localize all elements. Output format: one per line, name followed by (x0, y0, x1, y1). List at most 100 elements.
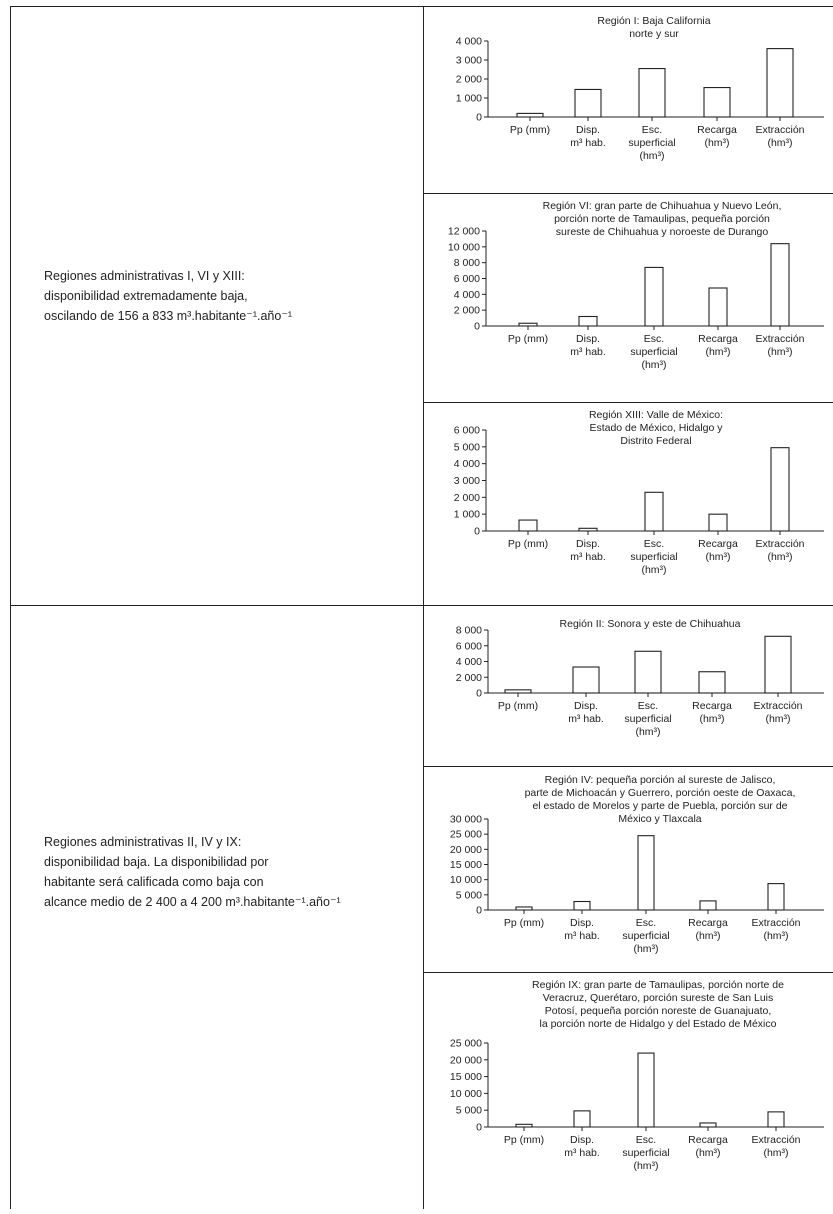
chart-title-line: la porción norte de Hidalgo y del Estado… (540, 1018, 777, 1030)
row-1-line-2: disponibilidad extremadamente baja, (44, 289, 248, 303)
x-tick-label-line: (hm³) (699, 713, 724, 725)
x-tick-label-line: Recarga (697, 124, 737, 136)
bar (637, 835, 655, 911)
bar (767, 1111, 785, 1128)
bar (578, 527, 598, 532)
x-tick-label: Disp. m³ hab. (568, 700, 604, 725)
bar (578, 315, 598, 327)
row-2-line-2: disponibilidad baja. La disponibilidad p… (44, 855, 269, 869)
bar (767, 883, 785, 911)
x-tick-label-line: Esc. (644, 538, 664, 550)
chart-title-line: porción norte de Tamaulipas, pequeña por… (554, 213, 770, 225)
x-tick-label-line: m³ hab. (570, 137, 606, 149)
x-tick-label: Recarga (hm³) (688, 1134, 728, 1159)
row-divider (10, 605, 833, 606)
y-tick-label: 2 000 (456, 672, 482, 684)
x-tick-label: Extracción (hm³) (751, 1134, 800, 1159)
bar (699, 1122, 717, 1128)
x-tick-label-line: Extracción (751, 917, 800, 929)
y-tick-label: 10 000 (450, 1088, 482, 1100)
bar (644, 491, 664, 532)
x-tick-label: Esc. superficial (hm³) (630, 538, 677, 576)
bar (638, 67, 666, 118)
y-tick-label: 4 000 (456, 656, 482, 668)
x-tick-label: Disp. m³ hab. (570, 538, 606, 563)
x-tick-label-line: (hm³) (641, 564, 666, 576)
x-tick-label: Recarga (hm³) (692, 700, 732, 725)
x-tick-label: Disp. m³ hab. (564, 1134, 600, 1159)
table-left-border (10, 6, 11, 1209)
x-tick-label: Pp (mm) (508, 333, 548, 345)
row-2-description: Regiones administrativas II, IV y IX: di… (44, 832, 419, 912)
y-tick-label: 15 000 (450, 859, 482, 871)
y-tick-label: 0 (474, 321, 480, 333)
chart-title: Región VI: gran parte de Chihuahua y Nue… (543, 200, 782, 238)
x-tick-label-line: Extracción (753, 700, 802, 712)
x-tick-label-line: Disp. (574, 700, 598, 712)
chart-region-vi: Región VI: gran parte de Chihuahua y Nue… (424, 194, 833, 402)
x-tick-label-line: Disp. (576, 124, 600, 136)
bar (518, 519, 538, 532)
x-tick-label: Recarga (hm³) (698, 538, 738, 563)
y-tick-label: 30 000 (450, 814, 482, 826)
x-tick-label-line: superficial (624, 713, 671, 725)
bar (708, 513, 728, 532)
y-tick-label: 8 000 (454, 257, 480, 269)
x-tick-label-line: Extracción (755, 124, 804, 136)
chart-svg: Región XIII: Valle de México: Estado de M… (454, 409, 824, 576)
x-tick-label-line: Pp (mm) (498, 700, 538, 712)
chart-divider-3 (423, 766, 833, 767)
x-tick-label-line: (hm³) (635, 726, 660, 738)
y-tick-label: 4 000 (454, 289, 480, 301)
y-tick-label: 2 000 (454, 492, 480, 504)
x-tick-label-line: superficial (622, 930, 669, 942)
x-tick-label-line: (hm³) (765, 713, 790, 725)
chart-region-i: Región I: Baja California norte y sur 0 1 0… (424, 7, 833, 193)
bar (573, 900, 591, 911)
x-tick-label: Extracción (hm³) (755, 538, 804, 563)
bar (770, 447, 790, 532)
x-tick-label: Disp. m³ hab. (570, 333, 606, 358)
chart-title-line: parte de Michoacán y Guerrero, porción o… (525, 787, 796, 799)
x-tick-label-line: (hm³) (705, 346, 730, 358)
x-tick-label-line: superficial (628, 137, 675, 149)
x-tick-label: Disp. m³ hab. (570, 124, 606, 149)
y-tick-label: 0 (476, 688, 482, 700)
chart-svg: Región IX: gran parte de Tamaulipas, por… (450, 979, 824, 1172)
x-tick-label-line: m³ hab. (570, 346, 606, 358)
x-tick-label: Recarga (hm³) (698, 333, 738, 358)
chart-title: Región I: Baja California norte y sur (597, 15, 710, 40)
x-tick-label-line: Recarga (698, 333, 738, 345)
x-tick-label-line: Recarga (688, 917, 728, 929)
row-2-line-3: habitante será calificada como baja con (44, 875, 264, 889)
chart-title-line: Región I: Baja California (597, 15, 710, 27)
chart-region-xiii: Región XIII: Valle de México: Estado de M… (424, 403, 833, 605)
column-divider (423, 6, 424, 1209)
y-tick-label: 1 000 (454, 509, 480, 521)
y-tick-label: 0 (474, 526, 480, 538)
chart-title-line: Región II: Sonora y este de Chihuahua (560, 618, 741, 630)
x-tick-label-line: Recarga (692, 700, 732, 712)
bar (574, 88, 602, 118)
x-tick-label-line: Disp. (570, 1134, 594, 1146)
y-tick-label: 0 (476, 905, 482, 917)
x-tick-label-line: (hm³) (633, 943, 658, 955)
y-tick-label: 5 000 (456, 889, 482, 901)
bar (515, 906, 533, 911)
x-tick-label-line: m³ hab. (564, 930, 600, 942)
x-tick-label-line: (hm³) (695, 930, 720, 942)
chart-title: Región II: Sonora y este de Chihuahua (560, 618, 741, 630)
x-tick-label: Pp (mm) (510, 124, 550, 136)
chart-title-line: Distrito Federal (620, 435, 691, 447)
x-tick-label-line: superficial (630, 346, 677, 358)
x-tick-label-line: superficial (622, 1147, 669, 1159)
x-tick-label: Recarga (hm³) (688, 917, 728, 942)
x-tick-label-line: Esc. (642, 124, 662, 136)
x-tick-label: Disp. m³ hab. (564, 917, 600, 942)
y-tick-label: 25 000 (450, 829, 482, 841)
x-tick-label-line: Pp (mm) (510, 124, 550, 136)
chart-title-line: sureste de Chihuahua y noroeste de Duran… (556, 226, 769, 238)
x-tick-label-line: Extracción (755, 333, 804, 345)
x-tick-label-line: (hm³) (705, 551, 730, 563)
table-top-border (10, 6, 833, 7)
